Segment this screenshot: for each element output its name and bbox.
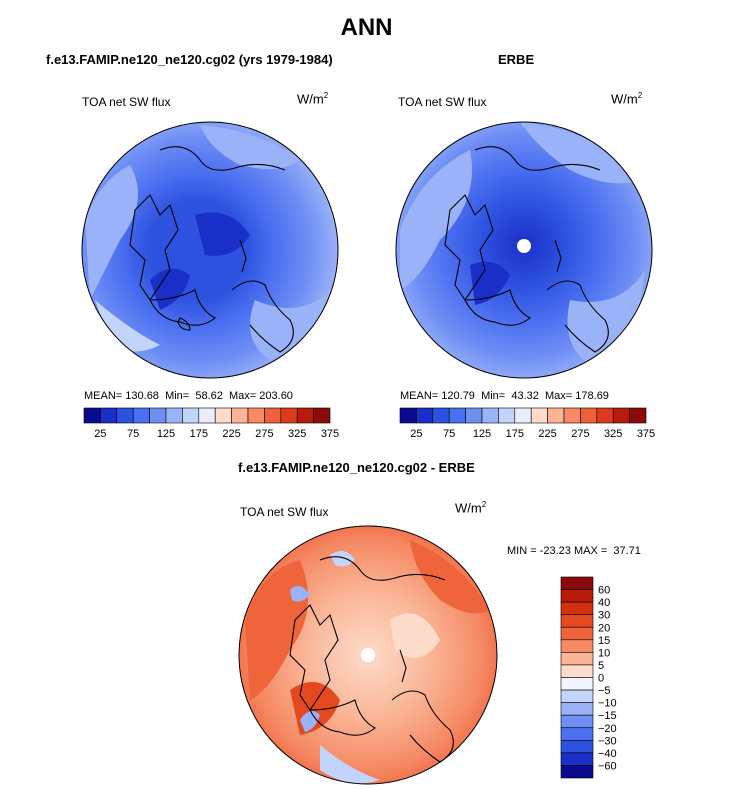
colorbar-swatch [416,407,434,424]
colorbar-tick-label: 0 [598,673,604,685]
colorbar-swatch [560,727,594,741]
colorbar-tick-label: 225 [222,428,240,440]
colorbar-tick-label: 375 [637,428,655,440]
colorbar-swatch [560,677,594,691]
colorbar-swatch [132,407,150,424]
colorbar-swatch [247,407,265,424]
panel-model-stats: MEAN= 130.68 Min= 58.62 Max= 203.60 [84,390,293,402]
colorbar-tick-label: 25 [94,428,106,440]
colorbar-swatch [580,407,598,424]
colorbar-swatch [530,407,548,424]
colorbar-tick-label: 275 [571,428,589,440]
colorbar-tick-label: 75 [127,428,139,440]
colorbar-tick-label: −20 [598,723,617,735]
colorbar-tick-label: −10 [598,698,617,710]
panel-model-units: W/m2 [297,91,329,107]
colorbar-swatch [560,614,594,628]
colorbar-swatch [560,576,594,590]
colorbar-swatch [399,407,417,424]
colorbar-swatch [560,702,594,716]
colorbar-swatch [596,407,614,424]
colorbar-tick-label: 275 [255,428,273,440]
colorbar-swatch [116,407,134,424]
colorbar-swatch [547,407,565,424]
colorbar-tick-label: 30 [598,610,610,622]
colorbar-swatch [231,407,249,424]
colorbar-swatch [313,407,331,424]
colorbar-swatch [560,740,594,754]
panel-model-map [81,121,339,379]
colorbar-swatch [560,714,594,729]
colorbar-swatch [563,407,581,424]
colorbar-swatch [481,407,499,424]
colorbar-tick-label: 15 [598,635,610,647]
colorbar-model: 25 75 125 175 225 275 325 375 [83,407,339,440]
colorbar-tick-label: 175 [190,428,208,440]
colorbar-swatch [149,407,167,424]
colorbar-tick-label: 125 [157,428,175,440]
colorbar-tick-label: −5 [598,685,611,697]
colorbar-swatch [560,664,594,678]
colorbar-tick-label: −40 [598,748,617,760]
colorbar-swatch [264,407,282,424]
colorbar-swatch [448,407,466,424]
colorbar-swatch [432,407,450,424]
panel-obs-field-label: TOA net SW flux [398,95,487,109]
colorbar-swatch [214,407,232,424]
colorbar-swatch [560,752,594,766]
colorbar-swatch [498,407,516,424]
colorbar-swatch [629,407,647,424]
colorbar-tick-label: −30 [598,735,617,747]
panel-obs-stats: MEAN= 120.79 Min= 43.32 Max= 178.69 [400,390,609,402]
panel-diff-title: f.e13.FAMIP.ne120_ne120.cg02 - ERBE [238,460,475,475]
colorbar-tick-label: −60 [598,760,617,772]
colorbar-tick-label: 20 [598,622,610,634]
colorbar-swatch [83,407,101,424]
colorbar-swatch [280,407,298,424]
panel-model-field-label: TOA net SW flux [82,95,171,109]
colorbar-swatch [560,589,594,603]
colorbar-tick-label: 225 [538,428,556,440]
main-title: ANN [340,14,393,41]
colorbar-tick-label: 40 [598,597,610,609]
panel-diff-field-label: TOA net SW flux [240,505,329,519]
colorbar-swatch [560,652,594,666]
panel-obs-map [395,121,653,379]
colorbar-swatch [465,407,483,424]
colorbar-tick-label: 325 [288,428,306,440]
colorbar-swatch [182,407,200,424]
colorbar-swatch [198,407,216,424]
panel-obs-units: W/m2 [611,91,643,107]
colorbar-swatch [514,407,532,424]
colorbar-swatch [560,601,594,615]
colorbar-obs: 25 75 125 175 225 275 325 375 [399,407,655,440]
colorbar-tick-label: −15 [598,710,617,722]
colorbar-tick-label: 5 [598,660,604,672]
colorbar-tick-label: 325 [604,428,622,440]
colorbar-swatch [560,639,594,653]
colorbar-swatch [560,765,594,779]
panel-obs-title: ERBE [498,52,535,67]
colorbar-tick-label: 75 [443,428,455,440]
colorbar-tick-label: 10 [598,647,610,659]
colorbar-swatch [165,407,183,424]
panel-diff-stats: MIN = -23.23 MAX = 37.71 [507,545,641,557]
panel-diff-units: W/m2 [455,500,487,516]
colorbar-tick-label: 60 [598,585,610,597]
colorbar-swatch [560,689,594,703]
colorbar-tick-label: 375 [321,428,339,440]
colorbar-swatch [100,407,118,424]
colorbar-swatch [296,407,314,424]
colorbar-swatch [560,626,594,641]
panel-model-title: f.e13.FAMIP.ne120_ne120.cg02 (yrs 1979-1… [46,52,333,67]
colorbar-tick-label: 125 [473,428,491,440]
panel-diff-map [238,525,498,785]
colorbar-swatch [612,407,630,424]
colorbar-tick-label: 25 [410,428,422,440]
colorbar-tick-label: 175 [506,428,524,440]
